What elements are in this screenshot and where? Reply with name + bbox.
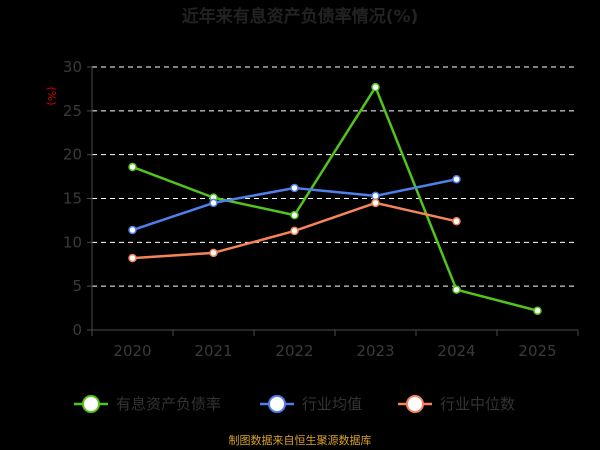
data-point (209, 248, 218, 258)
data-point (128, 162, 137, 172)
y-tick-label: 0 (72, 321, 82, 339)
legend-marker (82, 395, 100, 413)
data-point (128, 253, 137, 263)
x-tick-label: 2020 (113, 342, 151, 360)
x-tick-labels: 2020 2021 2022 2023 2024 2025 (113, 342, 556, 360)
axes (87, 66, 579, 336)
y-tick-labels: 0 5 10 15 20 25 30 (63, 58, 82, 339)
series-行业均值 (128, 174, 461, 235)
source-note: 制图数据来自恒生聚源数据库 (229, 433, 372, 447)
y-tick-label: 20 (63, 146, 82, 164)
data-point (452, 217, 461, 226)
data-point (371, 82, 380, 92)
data-point (209, 198, 218, 208)
series-line (132, 85, 538, 312)
x-tick-label: 2025 (518, 342, 556, 360)
y-tick-label: 25 (63, 102, 82, 120)
data-point (371, 191, 380, 201)
x-tick-label: 2021 (194, 342, 232, 360)
x-tick-label: 2024 (437, 342, 475, 360)
legend-label: 有息资产负债率 (116, 395, 221, 413)
legend: 有息资产负债率 行业均值 行业中位数 (74, 395, 515, 413)
data-point (452, 174, 461, 184)
y-tick-label: 30 (63, 58, 82, 76)
y-tick-label: 15 (63, 190, 82, 208)
series-lines (128, 82, 542, 315)
y-tick-label: 5 (72, 277, 82, 295)
legend-marker (268, 395, 286, 413)
chart-title: 近年来有息资产负债率情况(%) (182, 6, 419, 27)
grid-lines (92, 66, 578, 287)
data-point (371, 198, 380, 208)
data-point (290, 226, 299, 236)
y-axis-unit: (%) (45, 86, 58, 105)
data-point (533, 306, 542, 315)
series-行业中位数 (128, 198, 461, 263)
data-point (452, 285, 461, 294)
x-tick-label: 2023 (356, 342, 394, 360)
legend-label: 行业均值 (302, 395, 362, 413)
y-tick-label: 10 (63, 233, 82, 251)
data-point (290, 210, 299, 220)
legend-marker (406, 395, 424, 413)
data-point (128, 225, 137, 235)
legend-label: 行业中位数 (440, 395, 515, 413)
data-point (290, 183, 299, 193)
x-tick-label: 2022 (275, 342, 313, 360)
